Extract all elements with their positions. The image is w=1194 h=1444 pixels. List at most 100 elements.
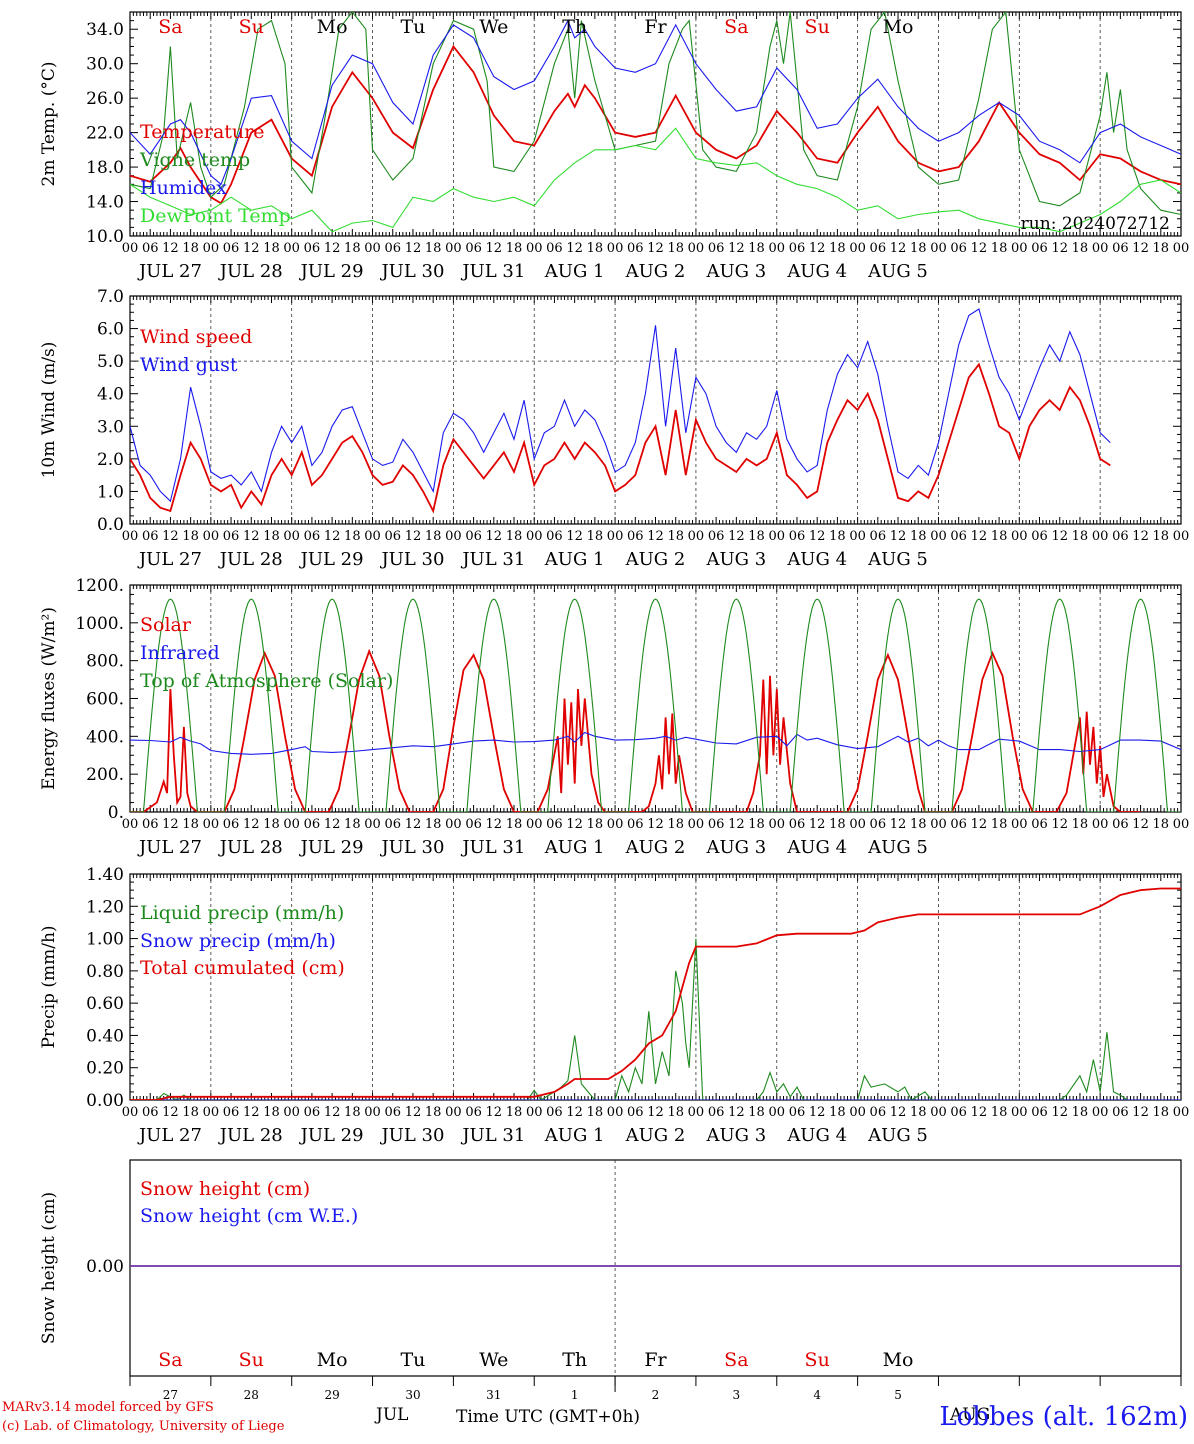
hour-tick-label: 12 — [728, 1105, 745, 1120]
hour-tick-label: 00 — [1092, 817, 1109, 832]
day-label: AUG 1 — [544, 837, 605, 858]
day-number: 30 — [405, 1388, 420, 1402]
hour-tick-label: 12 — [647, 817, 664, 832]
hour-tick-label: 12 — [324, 241, 341, 256]
hour-tick-label: 18 — [506, 817, 523, 832]
hour-tick-label: 06 — [304, 817, 321, 832]
hour-tick-label: 06 — [1112, 529, 1129, 544]
day-number: 28 — [244, 1388, 259, 1402]
hour-tick-label: 12 — [405, 529, 422, 544]
hour-tick-label: 00 — [122, 529, 139, 544]
month-label-aug: AUG — [950, 1405, 991, 1425]
day-label: AUG 1 — [544, 261, 605, 282]
hour-tick-label: 00 — [203, 529, 220, 544]
hour-tick-label: 06 — [223, 529, 240, 544]
legend-entry: Top of Atmosphere (Solar) — [140, 670, 393, 692]
weekday-label-top: Mo — [883, 16, 914, 38]
hour-tick-label: 00 — [283, 817, 300, 832]
day-label: JUL 29 — [299, 1125, 364, 1146]
hour-tick-label: 12 — [971, 1105, 988, 1120]
hour-tick-label: 12 — [971, 817, 988, 832]
hour-tick-label: 00 — [122, 1105, 139, 1120]
hour-tick-label: 12 — [890, 529, 907, 544]
hour-tick-label: 12 — [809, 529, 826, 544]
hour-tick-label: 00 — [768, 241, 785, 256]
hour-tick-label: 12 — [890, 1105, 907, 1120]
hour-tick-label: 06 — [627, 529, 644, 544]
hour-tick-label: 00 — [768, 1105, 785, 1120]
hour-tick-label: 12 — [566, 529, 583, 544]
day-label: AUG 1 — [544, 549, 605, 570]
hour-tick-label: 00 — [849, 529, 866, 544]
day-label: JUL 29 — [299, 261, 364, 282]
hour-tick-label: 00 — [688, 241, 705, 256]
hour-tick-label: 18 — [667, 529, 684, 544]
weekday-label-top: Sa — [724, 16, 748, 38]
day-label: JUL 28 — [218, 549, 283, 570]
day-label: AUG 3 — [705, 549, 766, 570]
panel-4: 0.00 0.20 0.40 0.60 0.80 1.00 1.20 1.40 Precip (… — [39, 865, 1189, 1146]
weekday-label-bottom: Sa — [158, 1349, 182, 1371]
hour-tick-label: 18 — [587, 817, 604, 832]
hour-tick-label: 00 — [1011, 817, 1028, 832]
y-tick-label: 0.40 — [86, 1026, 124, 1046]
hour-tick-label: 18 — [748, 529, 765, 544]
day-label: AUG 5 — [867, 549, 928, 570]
y-axis-label: Energy fluxes (W/m²) — [39, 607, 59, 790]
hour-tick-label: 00 — [607, 1105, 624, 1120]
hour-tick-label: 18 — [263, 529, 280, 544]
hour-tick-label: 12 — [405, 1105, 422, 1120]
hour-tick-label: 00 — [203, 817, 220, 832]
y-tick-label: 1.20 — [86, 897, 124, 917]
day-label: JUL 31 — [460, 837, 525, 858]
legend-entry: Snow height (cm) — [140, 1178, 310, 1200]
hour-tick-label: 06 — [384, 241, 401, 256]
hour-tick-label: 06 — [384, 817, 401, 832]
hour-tick-label: 12 — [405, 241, 422, 256]
hour-tick-label: 06 — [870, 1105, 887, 1120]
hour-tick-label: 06 — [789, 1105, 806, 1120]
hour-tick-label: 06 — [465, 817, 482, 832]
hour-tick-label: 12 — [324, 1105, 341, 1120]
hour-tick-label: 12 — [647, 1105, 664, 1120]
hour-tick-label: 18 — [910, 529, 927, 544]
y-tick-label: 3.0 — [97, 417, 124, 437]
series-total-cumulated-cm — [130, 887, 1181, 1100]
hour-tick-label: 00 — [364, 529, 381, 544]
weekday-label-bottom: Mo — [883, 1349, 914, 1371]
hour-tick-label: 00 — [364, 241, 381, 256]
hour-tick-label: 00 — [1092, 1105, 1109, 1120]
hour-tick-label: 00 — [122, 817, 139, 832]
y-tick-label: 0.80 — [86, 962, 124, 982]
hour-tick-label: 00 — [607, 241, 624, 256]
day-label: AUG 2 — [625, 837, 686, 858]
hour-tick-label: 12 — [809, 817, 826, 832]
day-label: AUG 3 — [705, 837, 766, 858]
hour-tick-label: 00 — [1173, 817, 1190, 832]
hour-tick-label: 12 — [890, 817, 907, 832]
hour-tick-label: 00 — [445, 817, 462, 832]
hour-tick-label: 18 — [263, 241, 280, 256]
hour-tick-label: 12 — [486, 817, 503, 832]
hour-tick-label: 00 — [526, 241, 543, 256]
hour-tick-label: 00 — [688, 817, 705, 832]
hour-tick-label: 06 — [142, 817, 159, 832]
hour-tick-label: 06 — [223, 817, 240, 832]
station-name: Lobbes (alt. 162m) — [939, 1402, 1188, 1432]
day-label: AUG 4 — [786, 1125, 847, 1146]
hour-tick-label: 12 — [486, 241, 503, 256]
hour-tick-label: 18 — [425, 529, 442, 544]
hour-tick-label: 18 — [829, 1105, 846, 1120]
hour-tick-label: 18 — [506, 1105, 523, 1120]
hour-tick-label: 06 — [870, 241, 887, 256]
hour-tick-label: 18 — [1072, 817, 1089, 832]
hour-tick-label: 12 — [243, 241, 260, 256]
hour-tick-label: 00 — [1011, 529, 1028, 544]
day-number: 3 — [733, 1388, 741, 1402]
day-number: 31 — [486, 1388, 501, 1402]
hour-tick-label: 06 — [465, 1105, 482, 1120]
hour-tick-label: 06 — [950, 529, 967, 544]
hour-tick-label: 06 — [304, 1105, 321, 1120]
hour-tick-label: 06 — [1031, 817, 1048, 832]
hour-tick-label: 18 — [344, 817, 361, 832]
